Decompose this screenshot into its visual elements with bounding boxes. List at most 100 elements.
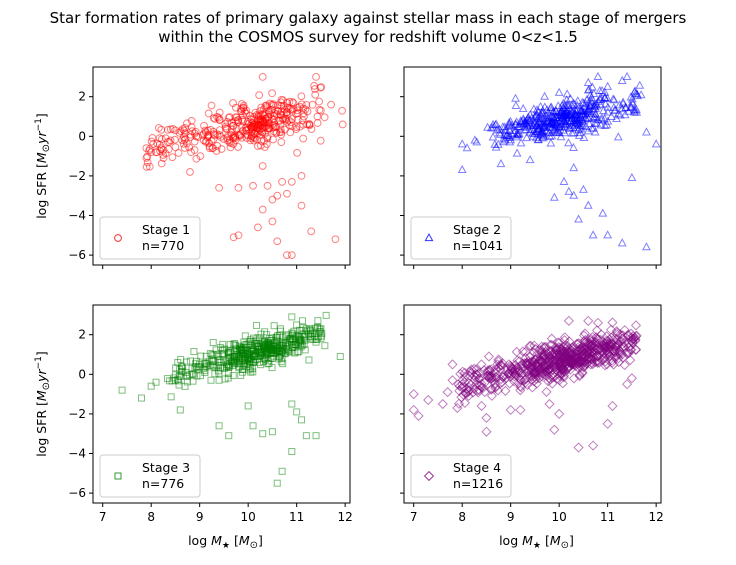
data-point — [279, 102, 288, 110]
data-point — [546, 138, 556, 147]
data-point — [564, 186, 574, 195]
data-point — [299, 134, 308, 143]
data-point — [561, 340, 572, 351]
data-point — [623, 348, 634, 359]
data-point — [311, 332, 319, 340]
data-point — [563, 347, 575, 358]
data-point — [598, 208, 608, 217]
data-point — [168, 153, 177, 162]
data-point — [174, 359, 182, 367]
data-point — [531, 126, 541, 135]
data-point — [186, 130, 195, 139]
data-point — [594, 357, 605, 368]
y-tick-label: 0 — [78, 367, 86, 381]
data-point — [282, 338, 290, 346]
data-point — [288, 400, 296, 408]
data-point — [186, 168, 194, 176]
data-point — [208, 351, 216, 359]
data-point — [506, 363, 517, 374]
data-point — [566, 356, 578, 368]
data-point — [560, 347, 571, 358]
data-point — [308, 100, 317, 109]
data-point — [270, 127, 278, 136]
data-point — [457, 139, 467, 148]
figure-title-line2: within the COSMOS survey for redshift vo… — [158, 28, 578, 46]
data-point — [293, 103, 302, 112]
data-point — [283, 103, 292, 112]
data-point — [258, 205, 267, 214]
data-point — [266, 110, 275, 119]
data-point — [282, 349, 290, 357]
data-point — [302, 325, 310, 333]
data-point — [583, 77, 593, 86]
legend-box — [410, 454, 512, 498]
data-point — [590, 108, 600, 117]
data-point — [247, 123, 256, 132]
data-point — [517, 369, 528, 380]
x-tick-label: 9 — [196, 510, 204, 524]
data-point — [268, 428, 276, 436]
data-point — [148, 133, 157, 142]
data-point — [152, 148, 160, 157]
data-point — [581, 121, 591, 131]
x-tick-label: 12 — [649, 510, 664, 524]
data-point — [224, 374, 232, 382]
data-point — [607, 400, 618, 412]
data-point — [630, 86, 640, 95]
data-point — [541, 386, 552, 397]
data-point — [268, 195, 277, 204]
data-point — [500, 385, 511, 396]
data-point — [307, 125, 316, 134]
subplot-stage-2: Stage 2n=1041 — [400, 66, 662, 269]
data-point — [626, 101, 636, 110]
data-point — [490, 367, 501, 378]
subplot-stage-1: 2 0 −2 −4 −6 log SFR [M⊙yr−1] Stage 1n=770 — [34, 66, 351, 269]
data-point — [187, 148, 195, 157]
data-point — [452, 402, 463, 414]
data-point — [278, 467, 286, 475]
data-point — [161, 134, 170, 143]
data-point — [442, 387, 453, 398]
data-point — [205, 144, 214, 153]
legend-count: n=770 — [142, 238, 184, 253]
data-point — [481, 412, 492, 423]
data-point — [470, 135, 480, 144]
data-point — [603, 107, 613, 116]
data-point — [569, 162, 579, 172]
data-point — [207, 101, 216, 110]
data-point — [463, 377, 474, 389]
data-point — [145, 162, 154, 171]
data-point — [523, 112, 533, 121]
data-point — [622, 71, 632, 80]
x-tick-label: 12 — [338, 510, 353, 524]
data-point — [571, 105, 581, 114]
data-point — [272, 347, 280, 355]
data-point — [202, 360, 210, 368]
data-point — [157, 159, 166, 168]
data-point — [525, 155, 535, 164]
data-point — [307, 227, 316, 236]
data-point — [534, 117, 544, 126]
data-point — [305, 356, 313, 364]
legend: Stage 4n=1216 — [410, 454, 512, 498]
data-point — [595, 94, 605, 103]
data-point — [496, 377, 508, 388]
data-point — [543, 359, 554, 371]
data-point — [565, 93, 575, 103]
data-point — [504, 130, 514, 139]
data-point — [608, 94, 618, 103]
y-tick-label: −6 — [68, 248, 86, 262]
data-point — [273, 191, 282, 200]
data-point — [613, 353, 624, 364]
data-point — [527, 382, 538, 393]
y-tick-label: −2 — [68, 169, 86, 183]
data-point — [562, 89, 572, 98]
data-point — [212, 147, 221, 155]
data-point — [224, 113, 233, 122]
data-point — [455, 368, 466, 379]
data-point — [142, 154, 151, 162]
data-point — [612, 327, 623, 338]
data-point — [185, 143, 194, 152]
data-point — [554, 408, 565, 420]
data-point — [610, 341, 621, 352]
